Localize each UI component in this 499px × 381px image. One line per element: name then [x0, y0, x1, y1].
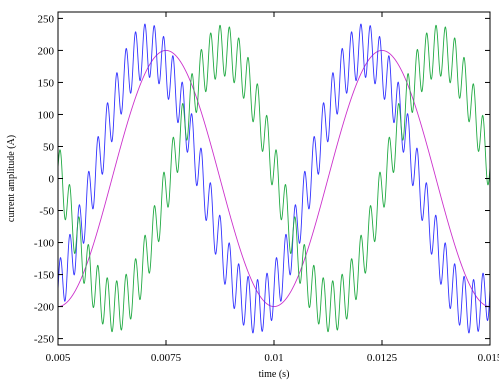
- series-line-3: [58, 24, 490, 333]
- x-tick-label: 0.01: [264, 352, 283, 364]
- x-tick-label: 0.005: [46, 352, 71, 364]
- y-tick-label: -50: [39, 206, 54, 218]
- series-layer: [58, 23, 490, 334]
- y-tick-label: 0: [49, 174, 55, 186]
- y-tick-label: -100: [34, 238, 55, 250]
- y-tick-label: -200: [34, 302, 55, 314]
- x-axis: 0.005 0.0075 0.01 0.0125 0.015: [46, 12, 499, 364]
- y-tick-label: 100: [38, 109, 55, 121]
- y-tick-label: 250: [38, 13, 55, 25]
- series-line-1: [58, 49, 490, 308]
- series-line-2: [58, 23, 490, 334]
- y-tick-label: -250: [34, 334, 55, 346]
- x-tick-label: 0.0075: [151, 352, 182, 364]
- y-tick-label: 50: [43, 141, 55, 153]
- y-tick-label: 150: [38, 77, 55, 89]
- y-tick-label: -150: [34, 270, 55, 282]
- x-axis-label: time (s): [259, 369, 290, 380]
- x-tick-label: 0.015: [478, 352, 499, 364]
- y-tick-label: 200: [38, 45, 55, 57]
- y-axis-label: current amplitude (A): [6, 135, 17, 222]
- x-tick-label: 0.0125: [367, 352, 398, 364]
- y-axis: 250 200 150 100 50 0 -50 -100 -150 -200 -250: [34, 13, 490, 346]
